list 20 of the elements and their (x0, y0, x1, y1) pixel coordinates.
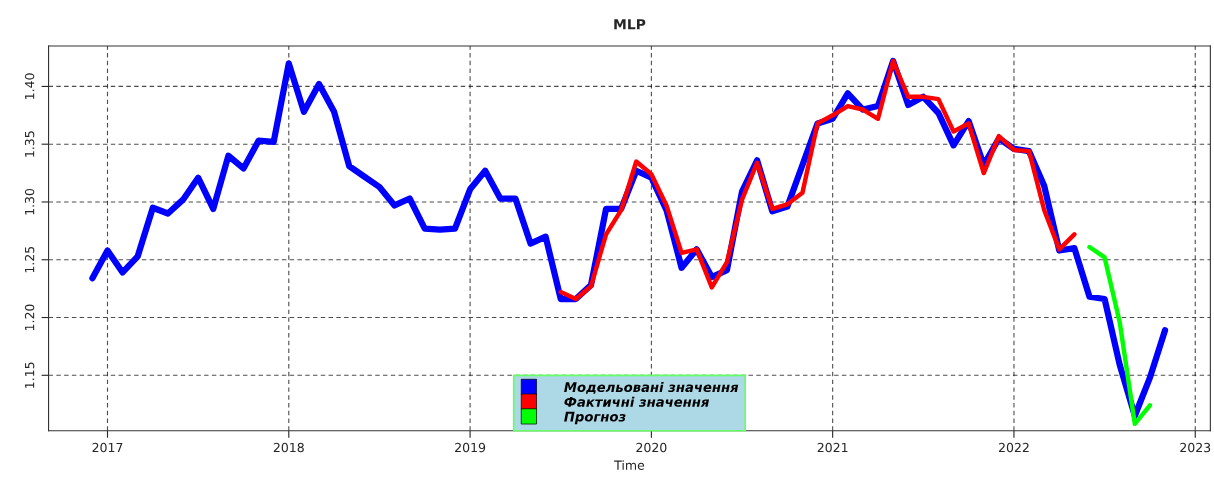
legend-label: Прогноз (564, 411, 626, 425)
x-tick-label: 2018 (273, 442, 304, 453)
y-tick-label: 1.35 (24, 131, 35, 157)
chart-title: MLP (614, 19, 646, 30)
y-tick-label: 1.40 (24, 73, 35, 99)
x-tick-label: 2017 (92, 442, 123, 453)
y-tick-label: 1.25 (24, 246, 35, 273)
line-series (1087, 244, 1153, 427)
x-axis-title: Time (614, 460, 645, 470)
x-tick-label: 2020 (636, 442, 667, 453)
y-tick-label: 1.15 (25, 362, 35, 388)
x-tick-label: 2022 (998, 442, 1029, 453)
x-tick-label: 2019 (455, 442, 486, 453)
x-tick-label: 2021 (817, 442, 848, 453)
legend-label: Фактичні значення (564, 396, 709, 407)
line-series (558, 58, 1077, 302)
legend-label: Модельовані значення (564, 381, 739, 394)
y-tick-label: 1.20 (24, 304, 35, 331)
y-tick-label: 1.30 (24, 188, 35, 215)
x-tick-label: 2023 (1180, 442, 1211, 453)
